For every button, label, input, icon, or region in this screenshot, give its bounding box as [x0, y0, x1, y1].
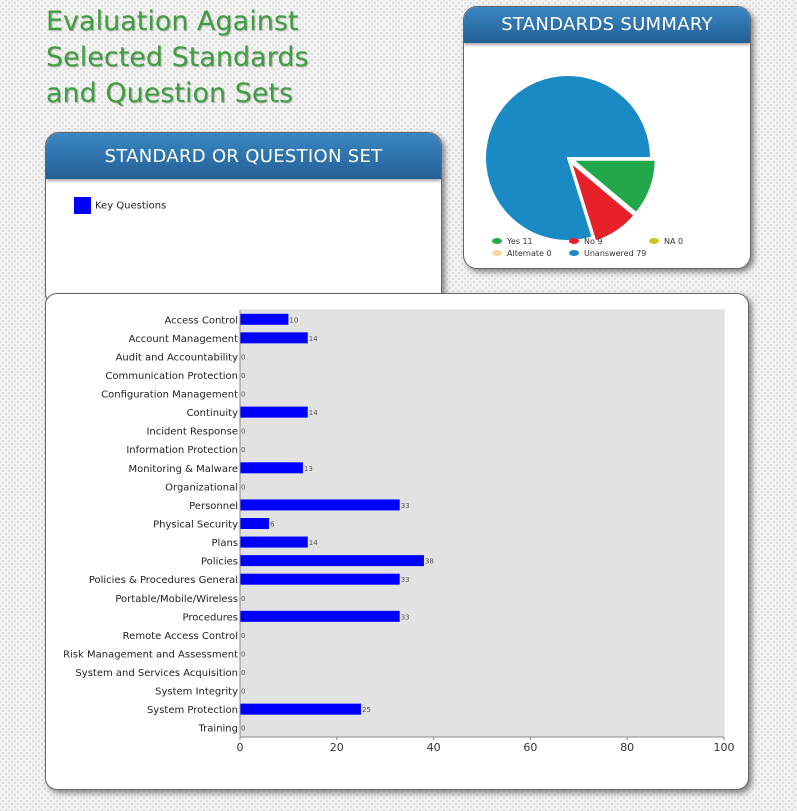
x-tick-label: 60	[523, 741, 537, 754]
bar-value-label: 0	[241, 483, 245, 491]
pie-legend-swatch-unanswered	[569, 250, 579, 256]
standards-summary-panel: STANDARDS SUMMARY Yes 11 No 9 NA 0 Alternat…	[463, 6, 751, 269]
bar-value-label: 14	[309, 335, 318, 343]
bar[interactable]	[240, 499, 400, 511]
pie-legend-label-unanswered[interactable]: Unanswered 79	[584, 249, 646, 258]
bar-value-label: 10	[289, 316, 298, 324]
bar[interactable]	[240, 573, 400, 585]
category-label: System Integrity	[155, 687, 238, 698]
key-questions-bar-chart: Access Control 10 Account Management 14 Audi…	[63, 309, 735, 754]
pie-legend-swatch-alternate	[492, 250, 502, 256]
category-label: Policies	[201, 557, 238, 568]
pie-legend-swatch-na	[649, 238, 659, 244]
x-tick-label: 100	[714, 741, 735, 754]
category-label: System Protection	[147, 705, 238, 716]
category-label: Access Control	[164, 315, 238, 326]
pie-legend-label-alternate[interactable]: Alternate 0	[507, 249, 552, 258]
standards-summary-pie-chart: Yes 11 No 9 NA 0 Alternate 0 Unanswered 79	[484, 74, 683, 258]
bar-value-label: 0	[241, 595, 245, 603]
bar[interactable]	[240, 518, 270, 529]
category-label: System and Services Acquisition	[75, 668, 238, 679]
category-label: Procedures	[183, 612, 238, 623]
key-questions-legend-label: Key Questions	[95, 200, 167, 212]
x-tick-label: 0	[237, 741, 244, 754]
bar-value-label: 0	[241, 372, 245, 380]
bar-value-label: 33	[401, 613, 410, 621]
bar[interactable]	[240, 313, 289, 325]
pie-legend-label-yes[interactable]: Yes 11	[506, 237, 533, 246]
bar[interactable]	[240, 555, 424, 567]
page-title: Evaluation Against Selected Standards an…	[46, 4, 346, 112]
bar-value-label: 6	[270, 521, 275, 529]
bar[interactable]	[240, 332, 308, 344]
bar-value-label: 0	[241, 632, 245, 640]
page-title-line: and Question Sets	[46, 78, 294, 109]
category-label: Configuration Management	[101, 390, 238, 401]
pie-legend-swatch-yes	[492, 238, 502, 244]
standards-summary-header: STANDARDS SUMMARY	[464, 7, 750, 43]
standard-question-set-header: STANDARD OR QUESTION SET	[46, 133, 441, 179]
pie-legend-swatch-no	[569, 238, 579, 244]
category-label: Account Management	[129, 334, 239, 345]
category-label: Incident Response	[146, 427, 238, 438]
pie-slice-unanswered[interactable]	[484, 74, 653, 242]
pie-legend-label-no[interactable]: No 9	[584, 237, 603, 246]
bar[interactable]	[240, 703, 361, 715]
category-label: Portable/Mobile/Wireless	[115, 594, 238, 605]
bar-value-label: 0	[241, 446, 245, 454]
category-label: Organizational	[165, 482, 238, 493]
bar-value-label: 0	[241, 428, 245, 436]
category-label: Training	[198, 724, 238, 735]
bar[interactable]	[240, 610, 400, 622]
category-label: Remote Access Control	[123, 631, 238, 642]
bar-value-label: 0	[241, 391, 245, 399]
category-label: Information Protection	[126, 445, 238, 456]
category-label: Physical Security	[153, 520, 238, 531]
key-questions-legend-swatch	[74, 197, 91, 214]
key-questions-bar-chart-panel: Access Control 10 Account Management 14 Audi…	[45, 293, 749, 790]
bar-value-label: 38	[425, 558, 434, 566]
category-label: Personnel	[189, 501, 238, 512]
category-label: Communication Protection	[105, 371, 238, 382]
category-label: Policies & Procedures General	[89, 575, 238, 586]
bar-value-label: 14	[309, 409, 318, 417]
bar-value-label: 0	[241, 353, 245, 361]
page-title-line: Evaluation Against	[46, 6, 299, 37]
bar-value-label: 33	[401, 576, 410, 584]
page-title-line: Selected Standards	[46, 42, 309, 73]
x-tick-label: 40	[427, 741, 441, 754]
bar[interactable]	[240, 462, 303, 474]
bar-value-label: 0	[241, 669, 245, 677]
x-tick-label: 80	[620, 741, 634, 754]
bar-value-label: 13	[304, 465, 313, 473]
pie-slice-yes[interactable]	[569, 158, 657, 215]
bar-value-label: 14	[309, 539, 318, 547]
bar-value-label: 0	[241, 688, 245, 696]
bar-value-label: 25	[362, 706, 371, 714]
pie-slice-no[interactable]	[568, 159, 636, 243]
bar-value-label: 0	[241, 725, 245, 733]
bar-value-label: 33	[401, 502, 410, 510]
bar[interactable]	[240, 406, 308, 418]
bar-value-label: 0	[241, 650, 245, 658]
category-label: Audit and Accountability	[116, 352, 239, 363]
plot-area	[239, 309, 725, 738]
bar[interactable]	[240, 536, 308, 548]
category-label: Risk Management and Assessment	[63, 649, 238, 660]
pie-legend-label-na[interactable]: NA 0	[664, 237, 683, 246]
category-label: Continuity	[187, 408, 239, 419]
category-label: Plans	[212, 538, 238, 549]
x-tick-label: 20	[330, 741, 344, 754]
key-questions-legend[interactable]: Key Questions	[74, 197, 166, 214]
standard-question-set-panel: STANDARD OR QUESTION SET Key Questions	[45, 132, 442, 307]
category-label: Monitoring & Malware	[128, 464, 238, 475]
